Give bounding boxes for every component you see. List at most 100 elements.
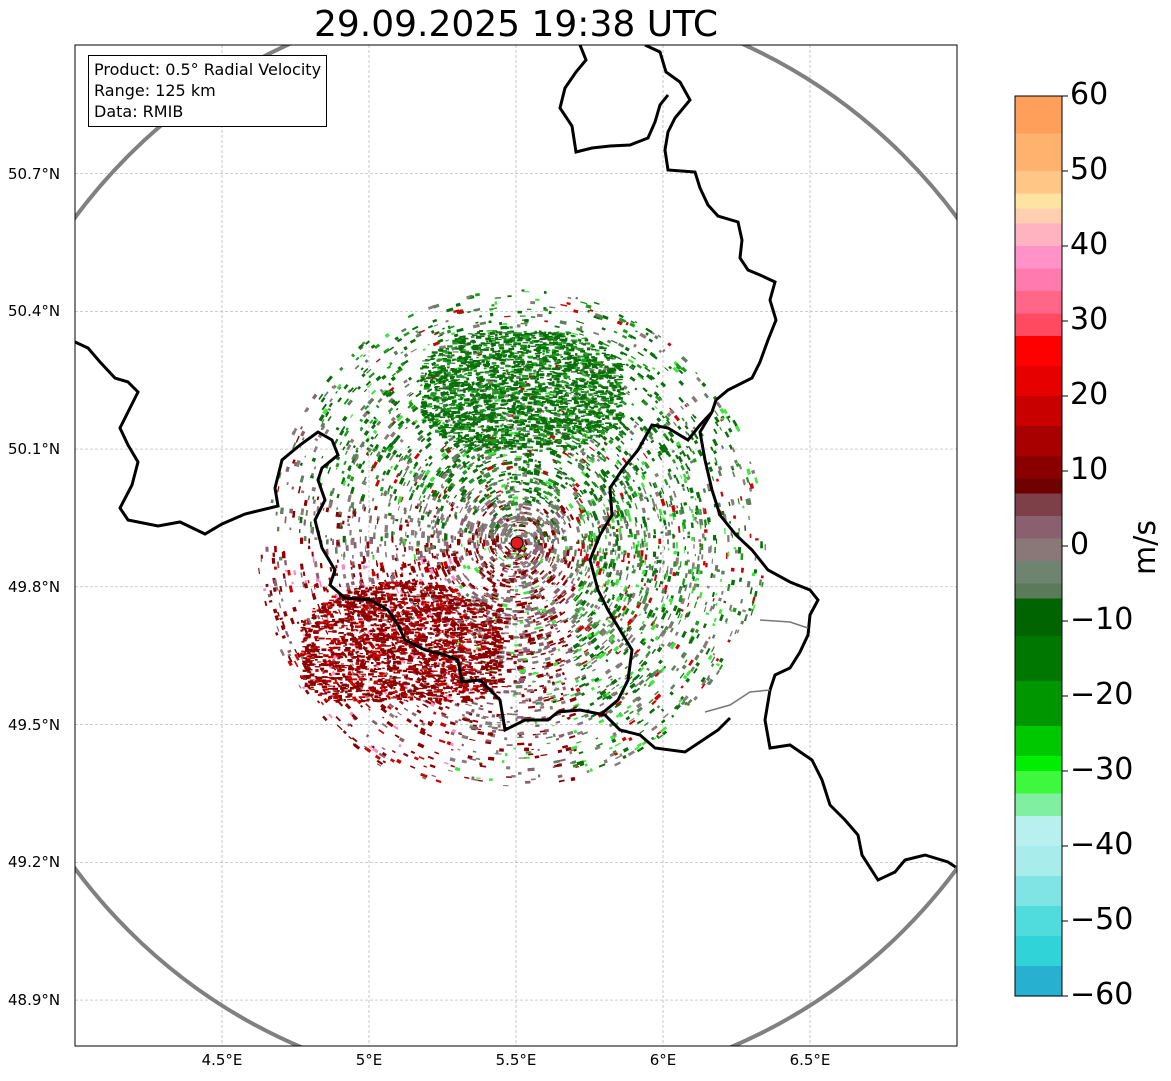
echo-pixel bbox=[517, 324, 521, 328]
echo-pixel bbox=[431, 366, 435, 370]
echo-pixel bbox=[577, 444, 582, 449]
echo-pixel bbox=[328, 402, 333, 408]
echo-pixel bbox=[675, 704, 682, 711]
echo-pixel bbox=[454, 720, 459, 724]
echo-pixel bbox=[358, 529, 363, 533]
echo-pixel bbox=[684, 546, 686, 550]
echo-pixel bbox=[406, 523, 410, 527]
echo-pixel bbox=[404, 519, 408, 523]
echo-pixel bbox=[505, 617, 512, 620]
echo-pixel bbox=[527, 458, 534, 463]
echo-pixel bbox=[664, 415, 670, 421]
echo-pixel bbox=[740, 553, 744, 560]
echo-pixel bbox=[710, 663, 715, 667]
echo-pixel bbox=[278, 556, 283, 561]
echo-pixel bbox=[495, 750, 499, 754]
echo-pixel bbox=[502, 541, 506, 544]
echo-pixel bbox=[475, 777, 481, 780]
echo-pixel bbox=[359, 536, 361, 544]
echo-pixel bbox=[660, 552, 662, 555]
echo-pixel bbox=[525, 650, 533, 653]
echo-pixel bbox=[616, 519, 620, 526]
echo-pixel bbox=[719, 614, 724, 622]
echo-pixel bbox=[658, 659, 663, 665]
echo-pixel bbox=[558, 611, 562, 615]
echo-pixel bbox=[342, 573, 347, 579]
echo-pixel bbox=[693, 695, 699, 701]
echo-pixel bbox=[496, 721, 502, 724]
echo-pixel bbox=[597, 340, 604, 346]
echo-pixel bbox=[634, 687, 641, 694]
echo-pixel bbox=[593, 611, 597, 616]
echo-pixel bbox=[733, 459, 738, 464]
echo-pixel bbox=[353, 542, 357, 549]
echo-pixel bbox=[433, 555, 437, 559]
echo-pixel bbox=[504, 737, 508, 741]
echo-pixel bbox=[519, 511, 523, 515]
echo-pixel bbox=[628, 736, 633, 742]
echo-pixel bbox=[667, 529, 672, 536]
echo-pixel bbox=[279, 648, 285, 657]
echo-pixel bbox=[694, 497, 697, 501]
echo-pixel bbox=[521, 700, 528, 702]
echo-pixel bbox=[597, 442, 601, 447]
echo-pixel bbox=[543, 696, 550, 699]
echo-pixel bbox=[416, 541, 420, 546]
echo-pixel bbox=[497, 724, 501, 728]
echo-pixel bbox=[496, 517, 504, 525]
echo-pixel bbox=[573, 655, 578, 659]
echo-pixel bbox=[544, 320, 549, 323]
echo-pixel bbox=[619, 449, 622, 452]
echo-pixel bbox=[509, 326, 513, 329]
echo-pixel bbox=[643, 583, 647, 587]
echo-pixel bbox=[557, 774, 563, 779]
echo-pixel bbox=[619, 713, 624, 718]
echo-pixel bbox=[395, 472, 400, 478]
echo-pixel bbox=[618, 569, 623, 577]
echo-pixel bbox=[620, 551, 624, 555]
echo-pixel bbox=[328, 713, 333, 719]
echo-pixel bbox=[633, 534, 637, 540]
echo-pixel bbox=[520, 679, 524, 684]
echo-pixel bbox=[548, 310, 552, 315]
echo-pixel bbox=[687, 466, 691, 472]
echo-pixel bbox=[698, 539, 702, 542]
echo-pixel bbox=[468, 537, 471, 542]
echo-pixel bbox=[416, 434, 424, 442]
echo-pixel bbox=[514, 644, 519, 647]
echo-pixel bbox=[285, 569, 288, 573]
echo-pixel bbox=[625, 392, 630, 396]
echo-pixel bbox=[551, 610, 557, 615]
echo-pixel bbox=[564, 481, 569, 486]
echo-pixel bbox=[351, 554, 354, 559]
echo-pixel bbox=[480, 505, 486, 510]
echo-pixel bbox=[518, 651, 524, 654]
echo-pixel bbox=[669, 642, 677, 650]
echo-pixel bbox=[443, 540, 447, 546]
echo-pixel bbox=[505, 506, 512, 511]
echo-pixel bbox=[654, 406, 658, 410]
echo-pixel bbox=[636, 550, 641, 558]
echo-pixel bbox=[387, 512, 392, 517]
echo-pixel bbox=[411, 545, 414, 551]
echo-pixel bbox=[451, 457, 458, 464]
echo-pixel bbox=[339, 441, 343, 446]
echo-pixel bbox=[525, 324, 528, 327]
echo-pixel bbox=[340, 526, 343, 529]
echo-pixel bbox=[501, 685, 509, 688]
echo-pixel bbox=[723, 600, 727, 604]
echo-pixel bbox=[577, 662, 583, 667]
echo-pixel bbox=[536, 592, 542, 596]
echo-pixel bbox=[518, 701, 526, 704]
echo-pixel bbox=[325, 507, 330, 513]
echo-pixel bbox=[593, 301, 600, 305]
echo-pixel bbox=[407, 445, 411, 449]
echo-pixel bbox=[701, 554, 704, 560]
echo-pixel bbox=[409, 517, 414, 523]
echo-pixel bbox=[349, 476, 355, 482]
echo-pixel bbox=[414, 419, 419, 424]
echo-pixel bbox=[555, 453, 562, 459]
radar-echoes bbox=[258, 289, 766, 787]
echo-pixel bbox=[682, 519, 687, 523]
